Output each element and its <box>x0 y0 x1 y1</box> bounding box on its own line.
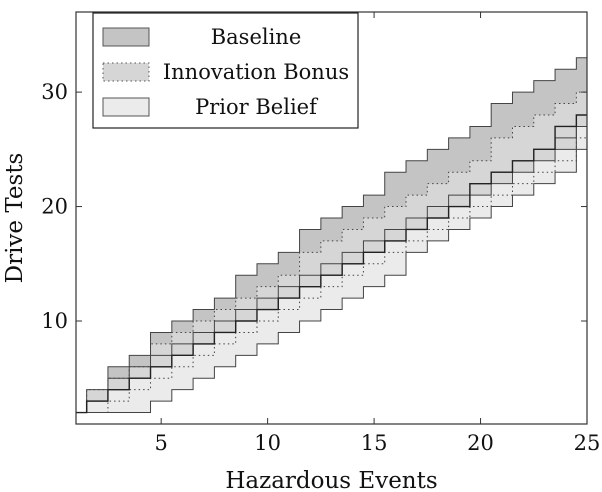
x-tick-label: 15 <box>361 431 388 455</box>
x-axis-label: Hazardous Events <box>225 468 437 492</box>
legend-label-baseline: Baseline <box>211 25 302 49</box>
band-upper-baseline <box>76 57 587 414</box>
band-innovation-bonus <box>76 92 587 413</box>
x-tick-label: 5 <box>154 431 167 455</box>
legend-swatch-innovation-bonus <box>102 62 150 82</box>
x-tick-label: 25 <box>574 431 601 455</box>
legend-swatch-prior-belief <box>102 97 150 117</box>
plot-frame <box>75 11 588 425</box>
y-axis-label: Drive Tests <box>2 153 28 284</box>
x-tick-label: 20 <box>467 431 494 455</box>
band-upper-innovation-bonus <box>76 91 587 414</box>
y-tick-label: 20 <box>41 195 68 219</box>
legend-swatch-baseline <box>102 27 150 47</box>
median-line <box>76 114 587 414</box>
y-tick-label: 30 <box>41 80 68 104</box>
legend: Baseline Innovation Bonus Prior Belief <box>92 12 359 129</box>
y-tick-label: 10 <box>41 309 68 333</box>
median-layer <box>76 114 587 414</box>
legend-label-innovation-bonus: Innovation Bonus <box>163 60 349 84</box>
band-lower-prior-belief <box>76 148 587 414</box>
legend-label-prior-belief: Prior Belief <box>195 95 319 119</box>
ticks-layer: 5 10 15 20 25 10 20 30 <box>41 12 600 455</box>
x-tick-label: 10 <box>254 431 281 455</box>
